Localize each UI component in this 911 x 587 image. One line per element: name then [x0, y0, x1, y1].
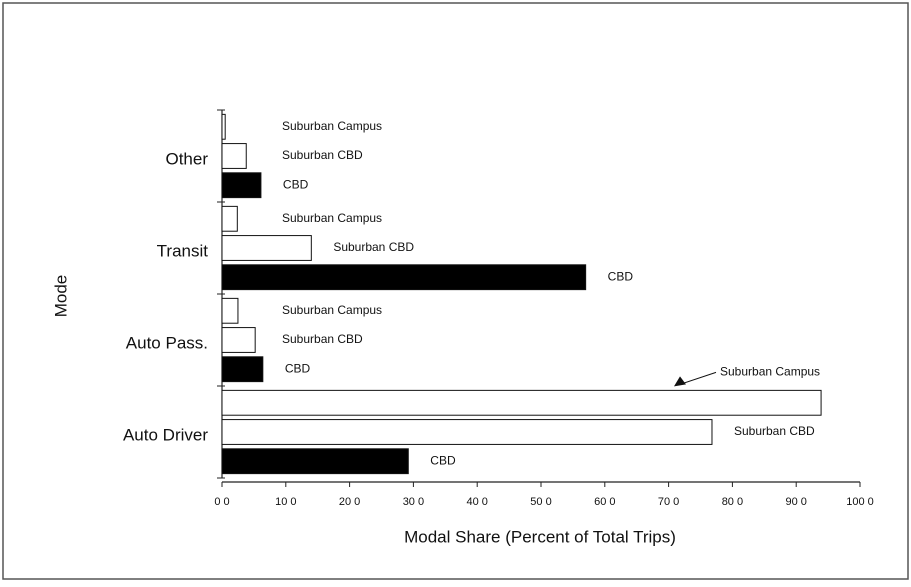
x-tick-label: 20 0: [339, 496, 360, 508]
label-arrow: [679, 371, 717, 385]
bar: [221, 172, 262, 199]
x-tick-label: 100 0: [846, 496, 874, 508]
bar: [221, 143, 247, 169]
y-axis-title: Mode: [51, 275, 70, 318]
series-label: Suburban CBD: [282, 332, 363, 346]
bar: [221, 356, 264, 383]
bar: [221, 113, 226, 140]
arrow-head: [674, 376, 686, 387]
series-label: CBD: [283, 177, 309, 191]
series-label: CBD: [430, 453, 456, 467]
x-tick-label: 60 0: [594, 496, 615, 508]
x-tick-label: 70 0: [658, 496, 679, 508]
bar: [221, 389, 822, 416]
category-label: Other: [165, 149, 208, 168]
bar: [221, 205, 238, 232]
x-axis-title: Modal Share (Percent of Total Trips): [404, 527, 676, 546]
bar: [221, 327, 256, 353]
x-tick-label: 0 0: [214, 496, 229, 508]
series-label: Suburban Campus: [282, 303, 382, 317]
x-tick-label: 10 0: [275, 496, 296, 508]
x-tick-label: 90 0: [785, 496, 806, 508]
series-label: CBD: [608, 269, 634, 283]
category-label: Auto Driver: [123, 425, 208, 444]
category-label: Auto Pass.: [126, 333, 208, 352]
x-tick-label: 50 0: [530, 496, 551, 508]
x-tick-label: 30 0: [403, 496, 424, 508]
series-label: Suburban CBD: [333, 240, 414, 254]
series-label: Suburban Campus: [282, 211, 382, 225]
bar: [221, 297, 239, 324]
bar: [221, 448, 409, 475]
series-label: CBD: [285, 361, 311, 375]
bar: [221, 235, 312, 261]
bar: [221, 419, 713, 445]
series-label: Suburban CBD: [282, 148, 363, 162]
series-label: Suburban Campus: [720, 365, 820, 379]
series-label: Suburban Campus: [282, 119, 382, 133]
series-label: Suburban CBD: [734, 424, 815, 438]
category-label: Transit: [157, 241, 209, 260]
x-tick-label: 80 0: [722, 496, 743, 508]
x-tick-label: 40 0: [466, 496, 487, 508]
bar: [221, 264, 587, 291]
